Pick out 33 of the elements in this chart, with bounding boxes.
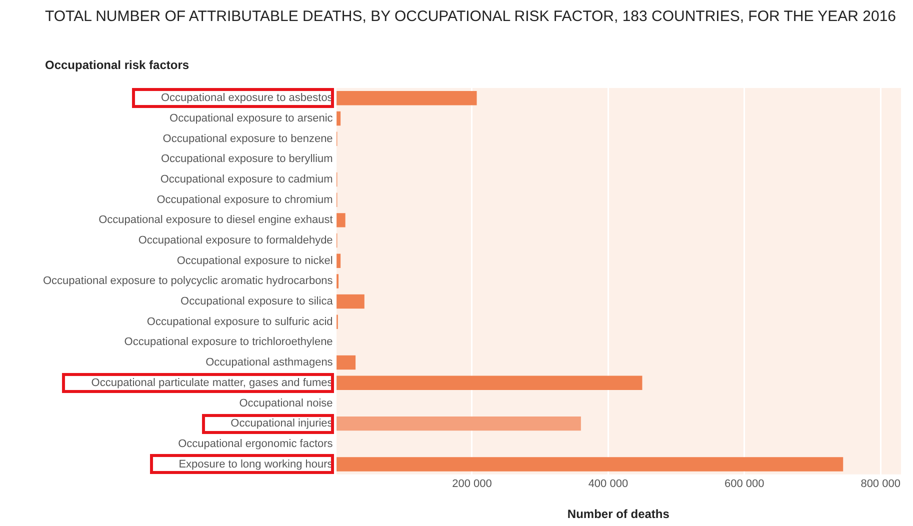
y-tick-label: Occupational asthmagens [206, 356, 334, 369]
y-tick-label: Occupational exposure to formaldehyde [138, 234, 333, 247]
y-tick-label: Occupational exposure to nickel [176, 254, 333, 267]
y-tick-label: Occupational exposure to benzene [162, 132, 333, 145]
bar [336, 294, 364, 309]
x-axis-title: Number of deaths [567, 507, 670, 522]
y-tick-label: Occupational exposure to beryllium [160, 153, 333, 166]
x-tick-label: 600 000 [724, 478, 764, 490]
bar [336, 91, 477, 106]
y-tick-label: Occupational exposure to trichloroethylene [124, 336, 333, 348]
x-tick-label: 200 000 [452, 478, 492, 490]
chart-title: TOTAL NUMBER OF ATTRIBUTABLE DEATHS, BY OCCUPATIONAL RISK FACTOR, 183 COUNTRIES, FOR THE YEAR 2016 [45, 8, 896, 25]
y-tick-label: Occupational ergonomic factors [178, 438, 334, 450]
bar [336, 355, 356, 370]
bar [336, 376, 642, 390]
bar [336, 416, 581, 431]
bar [336, 111, 341, 126]
x-tick-label: 400 000 [588, 478, 628, 490]
bar [336, 254, 341, 268]
y-tick-label: Occupational exposure to cadmium [160, 174, 333, 186]
y-axis-title: Occupational risk factors [45, 58, 190, 72]
y-tick-label: Occupational injuries [230, 418, 334, 430]
bar [336, 213, 346, 228]
y-tick-label: Occupational exposure to arsenic [170, 112, 334, 125]
y-tick-label: Occupational exposure to asbestos [160, 92, 334, 104]
x-tick-label: 800 000 [860, 478, 900, 490]
y-tick-label: Occupational noise [239, 397, 333, 410]
y-tick-label: Occupational exposure to sulfuric acid [146, 316, 333, 328]
y-tick-label: Occupational exposure to silica [180, 296, 334, 308]
bar [336, 457, 844, 472]
y-tick-label: Occupational exposure to polycyclic aromatic hydrocarbons [42, 275, 334, 288]
y-tick-label: Occupational exposure to chromium [156, 194, 333, 206]
y-tick-label: Occupational exposure to diesel engine exhaust [98, 214, 333, 226]
